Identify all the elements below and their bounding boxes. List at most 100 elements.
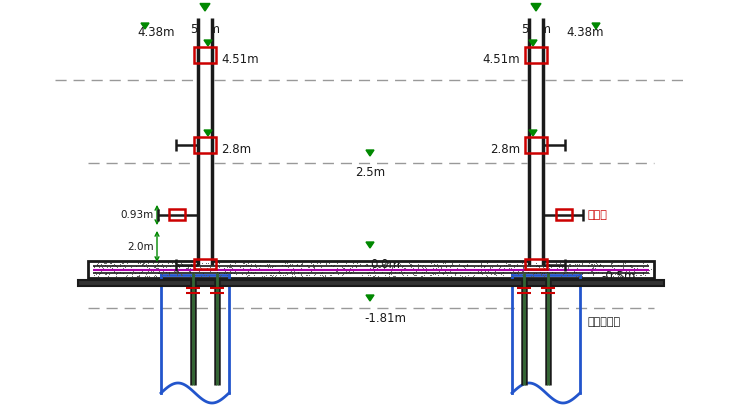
Point <box>408 265 419 272</box>
Point <box>619 269 631 275</box>
Point <box>374 264 386 270</box>
Point <box>211 269 223 275</box>
Point <box>535 271 547 278</box>
Point <box>468 272 480 278</box>
Point <box>340 267 352 274</box>
Point <box>376 260 388 266</box>
Point <box>320 260 332 266</box>
Point <box>628 265 640 271</box>
Point <box>395 266 407 273</box>
Point <box>173 269 185 275</box>
Point <box>456 263 468 269</box>
Point <box>337 271 349 277</box>
Point <box>187 273 199 279</box>
Point <box>389 260 401 266</box>
Point <box>95 268 107 275</box>
Point <box>325 262 336 269</box>
Point <box>109 261 121 268</box>
Point <box>573 260 585 267</box>
Point <box>133 270 144 276</box>
Point <box>273 270 285 277</box>
Point <box>591 260 602 266</box>
Point <box>288 268 300 274</box>
Point <box>204 265 216 272</box>
Point <box>322 267 334 274</box>
Point <box>500 262 512 268</box>
Point <box>503 261 515 267</box>
Point <box>439 269 451 275</box>
Bar <box>198 18 212 265</box>
Point <box>617 265 629 271</box>
Point <box>416 273 428 279</box>
Point <box>361 262 373 269</box>
Point <box>386 265 398 271</box>
Point <box>167 262 179 269</box>
Point <box>639 268 651 274</box>
Point <box>507 268 519 275</box>
Point <box>541 271 553 278</box>
Point <box>359 262 371 269</box>
Point <box>348 260 359 266</box>
Point <box>350 266 362 273</box>
Point <box>628 271 640 277</box>
Point <box>440 262 452 269</box>
Point <box>242 269 254 276</box>
Point <box>373 266 385 272</box>
Point <box>593 262 605 269</box>
Point <box>455 267 467 273</box>
Point <box>157 264 169 270</box>
Point <box>511 269 523 276</box>
Point <box>425 259 436 266</box>
Point <box>296 260 308 267</box>
Point <box>266 264 278 270</box>
Point <box>336 264 348 271</box>
Point <box>128 266 140 273</box>
Point <box>286 260 298 267</box>
Point <box>562 264 574 271</box>
Point <box>503 264 515 271</box>
Point <box>205 264 216 271</box>
Point <box>590 269 602 275</box>
Point <box>287 264 299 271</box>
Point <box>210 271 222 277</box>
Point <box>617 264 628 271</box>
Point <box>254 262 266 268</box>
Point <box>378 260 390 267</box>
Point <box>606 271 618 277</box>
Point <box>280 262 292 269</box>
Point <box>548 266 559 272</box>
Point <box>302 269 314 276</box>
Polygon shape <box>366 150 374 156</box>
Point <box>136 262 148 269</box>
Point <box>630 272 642 279</box>
Point <box>399 265 411 272</box>
Point <box>454 267 466 274</box>
Polygon shape <box>592 23 600 29</box>
Text: 平均低水位: 平均低水位 <box>588 317 621 327</box>
Point <box>168 267 180 274</box>
Point <box>272 269 284 275</box>
Point <box>368 268 380 274</box>
Text: 4.38m: 4.38m <box>567 26 604 40</box>
Point <box>385 271 397 277</box>
Point <box>465 266 477 272</box>
Point <box>238 260 250 266</box>
Point <box>141 272 153 279</box>
Point <box>542 265 554 271</box>
Point <box>376 269 388 275</box>
Point <box>439 260 451 266</box>
Point <box>157 268 169 274</box>
Point <box>393 262 405 269</box>
Point <box>301 262 313 268</box>
Point <box>311 260 323 267</box>
Point <box>572 273 584 279</box>
Point <box>138 260 150 266</box>
Point <box>230 268 242 274</box>
Point <box>626 271 638 277</box>
Point <box>378 265 390 271</box>
Point <box>269 263 281 269</box>
Point <box>481 272 493 279</box>
Point <box>472 262 484 269</box>
Point <box>491 261 503 268</box>
Point <box>360 261 372 268</box>
